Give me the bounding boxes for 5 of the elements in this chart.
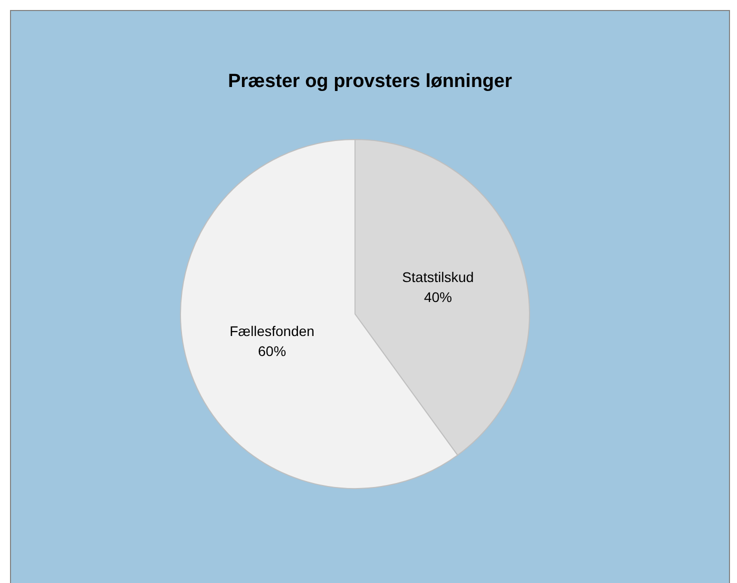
data-label: 40% — [424, 288, 452, 305]
data-label: 60% — [258, 342, 286, 359]
slice-label: Statstilskud — [402, 268, 474, 285]
chart-title: Præster og provsters lønninger — [226, 71, 513, 93]
slice-label: Fællesfonden — [230, 322, 314, 339]
